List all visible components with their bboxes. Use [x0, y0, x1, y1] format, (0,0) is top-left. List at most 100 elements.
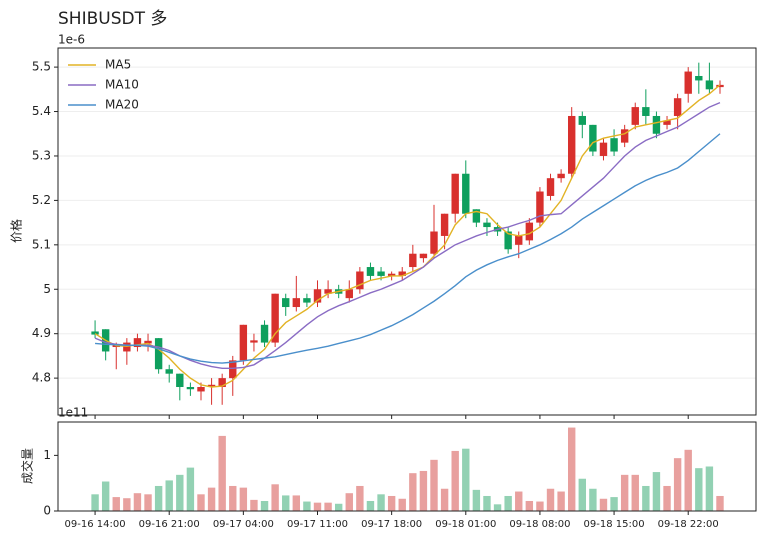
- volume-bar: [282, 495, 290, 511]
- volume-bar: [292, 495, 301, 511]
- candle-body: [271, 293, 279, 343]
- candle-body: [303, 298, 311, 303]
- volume-bar: [716, 495, 724, 511]
- volume-bar: [356, 485, 364, 511]
- candle-body: [239, 324, 248, 361]
- volume-bar: [91, 494, 99, 511]
- candle-body: [610, 138, 618, 152]
- candle-body: [472, 209, 481, 223]
- candle-body: [504, 231, 512, 250]
- volume-bar: [123, 498, 131, 511]
- volume-bar: [303, 501, 311, 511]
- volume-bar: [334, 503, 343, 511]
- candle-body: [620, 129, 629, 143]
- candle-body: [91, 331, 99, 335]
- candle-body: [292, 298, 301, 308]
- y-tick-label: 4.9: [32, 326, 51, 340]
- x-tick-label: 09-18 15:00: [584, 519, 645, 530]
- y-tick-label: 4.8: [32, 371, 51, 385]
- ma-line: [94, 84, 721, 388]
- candle-body: [176, 373, 184, 388]
- x-tick-label: 09-18 01:00: [435, 519, 496, 530]
- candle-body: [229, 360, 237, 379]
- candle-body: [483, 222, 491, 228]
- candle-body: [430, 231, 438, 254]
- y-tick-label: 1: [43, 448, 51, 462]
- volume-bar: [695, 468, 703, 511]
- candle-body: [282, 298, 290, 308]
- volume-bar: [546, 488, 555, 511]
- candle-body: [366, 267, 375, 276]
- volume-bar: [642, 485, 650, 511]
- volume-bar: [387, 495, 396, 511]
- plot-frame: [57, 421, 757, 512]
- y-tick-label: 5.2: [32, 193, 51, 207]
- volume-bar: [536, 501, 544, 511]
- volume-bar: [578, 478, 586, 511]
- candle-body: [557, 173, 565, 179]
- volume-bar: [705, 466, 714, 511]
- volume-bar: [610, 497, 618, 511]
- offset-text: 1e-6: [58, 33, 85, 47]
- candle-body: [356, 271, 364, 290]
- volume-bar: [345, 493, 353, 511]
- x-tick-label: 09-16 14:00: [65, 519, 126, 530]
- volume-bar: [144, 494, 152, 511]
- y-axis-label: 成交量: [20, 448, 35, 484]
- volume-bar: [673, 458, 682, 511]
- ma-line: [95, 133, 721, 364]
- candle-body: [652, 115, 661, 134]
- volume-bar: [112, 497, 120, 511]
- x-tick-label: 09-18 08:00: [509, 519, 570, 530]
- candle-body: [695, 75, 703, 81]
- candle-body: [631, 107, 639, 125]
- candle-body: [398, 271, 406, 276]
- candle-body: [197, 387, 205, 392]
- candle-body: [705, 80, 714, 90]
- volume-bar: [239, 487, 248, 511]
- candle-body: [218, 378, 226, 388]
- x-tick-label: 09-18 22:00: [658, 519, 719, 530]
- volume-bar: [504, 495, 512, 511]
- candle-body: [324, 289, 332, 294]
- candle-body: [642, 107, 650, 116]
- volume-bar: [207, 487, 216, 511]
- candle-body: [207, 384, 216, 388]
- volume-bar: [599, 498, 608, 511]
- volume-bar: [525, 500, 534, 511]
- legend-label: MA5: [105, 58, 131, 72]
- candle-body: [462, 173, 470, 214]
- candle-body: [377, 271, 385, 276]
- x-tick-label: 09-16 21:00: [139, 519, 200, 530]
- volume-bar: [419, 470, 428, 511]
- volume-bar: [260, 500, 269, 511]
- volume-bar: [493, 504, 502, 511]
- candle-body: [260, 324, 269, 343]
- candle-body: [515, 235, 523, 245]
- volume-bar: [176, 474, 184, 511]
- ma-line: [94, 102, 721, 370]
- chart-title: SHIBUSDT 多: [58, 9, 167, 29]
- volume-bar: [620, 474, 629, 511]
- x-tick-label: 09-17 18:00: [361, 519, 422, 530]
- volume-bar: [398, 498, 406, 511]
- legend-label: MA10: [105, 78, 139, 92]
- y-tick-label: 5.3: [32, 148, 51, 162]
- volume-bar: [430, 459, 438, 511]
- x-tick-label: 09-17 11:00: [287, 519, 348, 530]
- volume-bar: [165, 480, 173, 511]
- candle-body: [186, 387, 195, 390]
- candle-body: [313, 289, 322, 303]
- volume-bar: [186, 467, 195, 511]
- volume-bar: [409, 473, 417, 511]
- candle-body: [525, 222, 534, 241]
- candle-body: [387, 273, 396, 276]
- candle-body: [589, 124, 597, 152]
- candle-body: [440, 213, 449, 236]
- volume-bar: [589, 488, 597, 511]
- candle-body: [716, 84, 724, 88]
- plot-frame: [57, 47, 757, 416]
- y-tick-label: 5.4: [32, 104, 51, 118]
- volume-bar: [229, 485, 237, 511]
